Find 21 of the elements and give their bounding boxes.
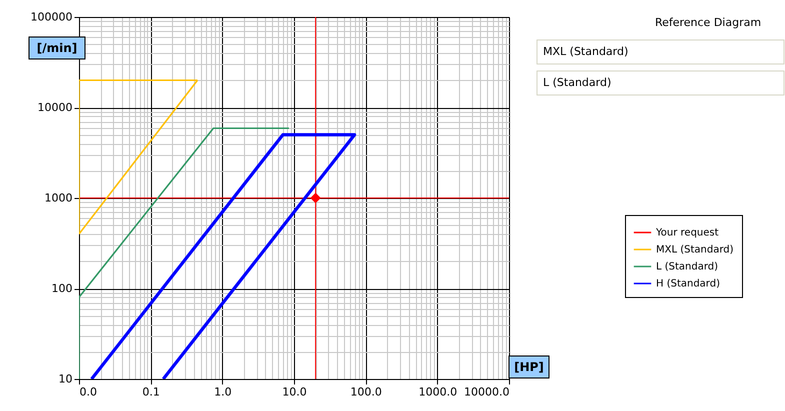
text: Reference Diagram <box>654 16 762 29</box>
x-tick-label: 0.0 <box>80 386 97 398</box>
x-tick-label: 1000.0 <box>418 386 458 398</box>
y-tick-label: 1000 <box>44 192 72 204</box>
y-axis-title: [/min] <box>36 41 78 55</box>
x-tick-label: 0.1 <box>142 386 160 398</box>
x-tick-label: 100.0 <box>350 386 382 398</box>
text: MXL (Standard) <box>543 45 628 58</box>
x-tick-label: 10000.0 <box>464 386 510 398</box>
text: L (Standard) <box>543 76 612 89</box>
legend-label: L (Standard) <box>656 262 718 272</box>
y-tick-label: 100000 <box>30 10 72 24</box>
y-tick-label: 100 <box>52 282 72 295</box>
y-tick-label: 10000 <box>38 101 72 114</box>
y-tick-label: 10 <box>58 372 72 386</box>
x-axis-title: [HP] <box>514 360 544 374</box>
legend-label: MXL (Standard) <box>656 244 734 256</box>
legend-label: H (Standard) <box>656 278 720 290</box>
legend-label: Your request <box>655 228 719 238</box>
x-tick-label: 10.0 <box>282 386 307 398</box>
x-tick-label: 1.0 <box>214 386 232 398</box>
